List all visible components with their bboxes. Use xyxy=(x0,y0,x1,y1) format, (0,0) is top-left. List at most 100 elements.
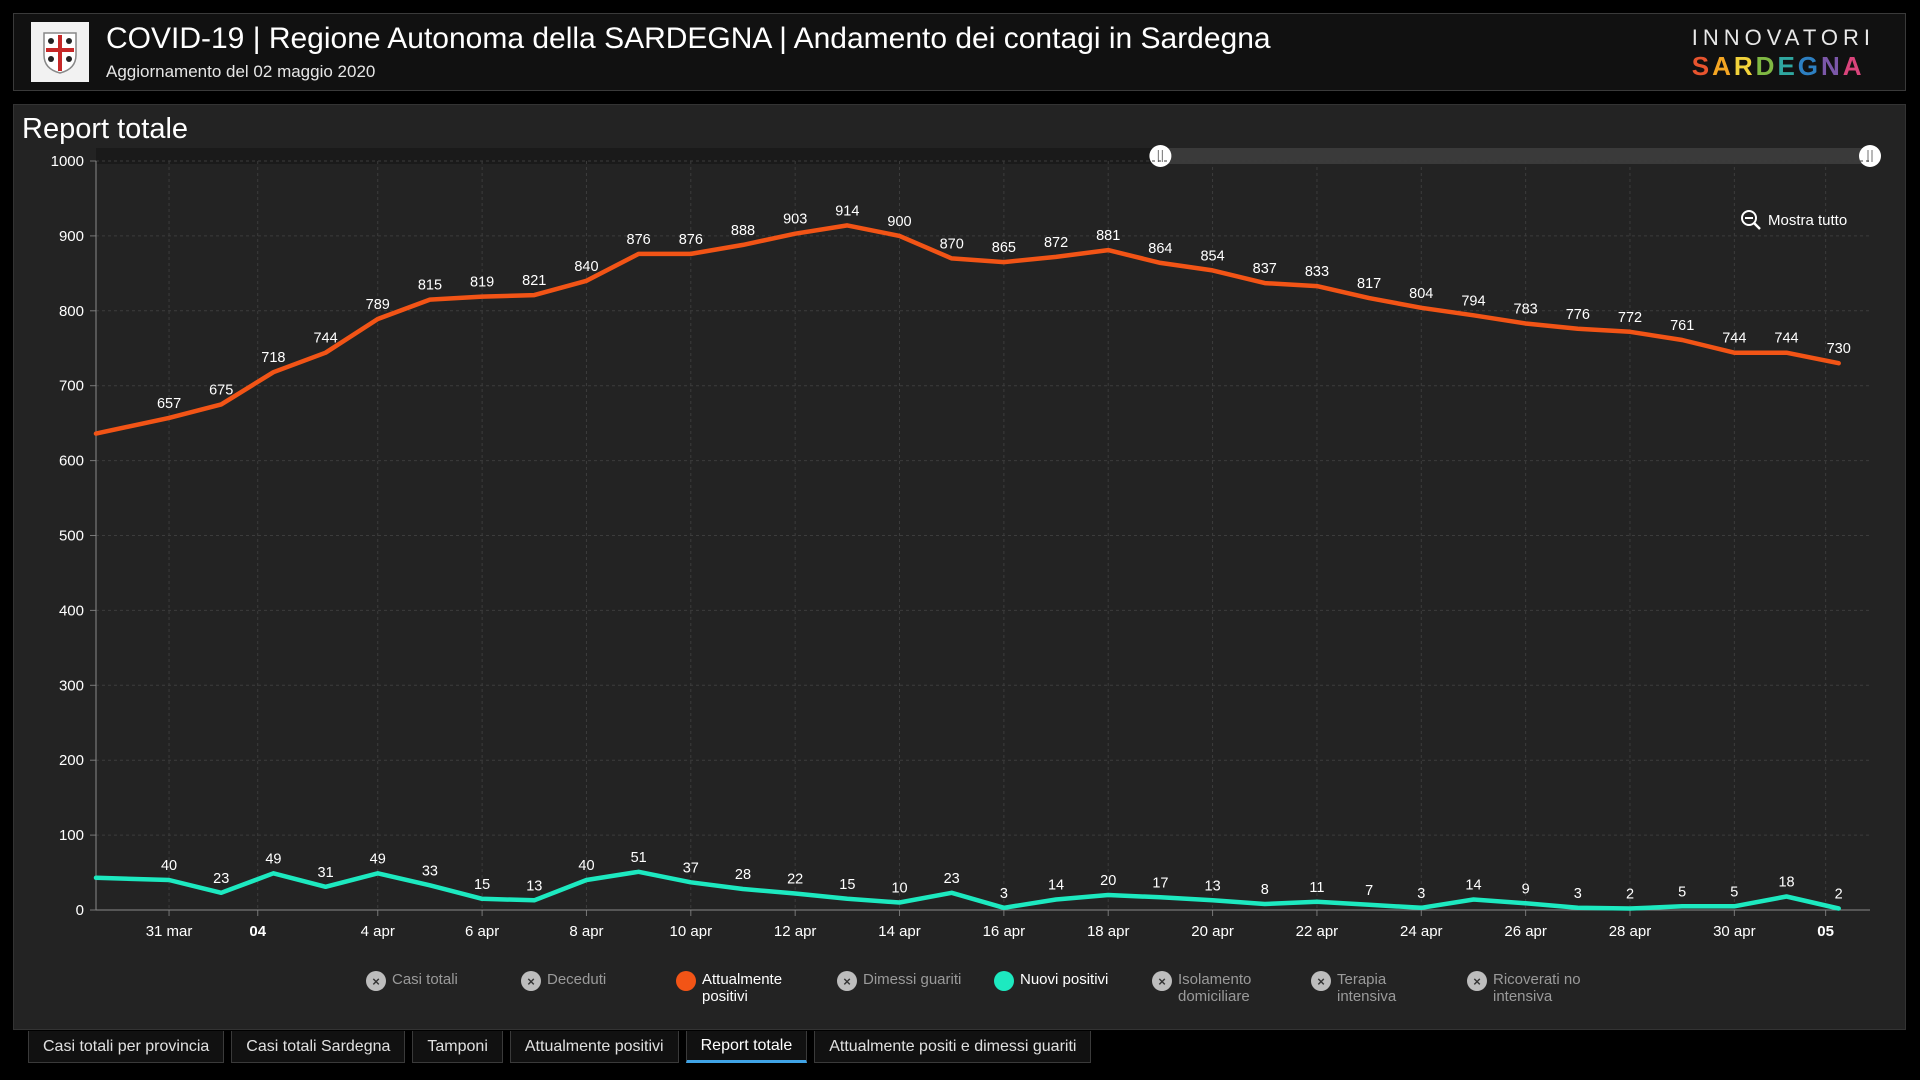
tab[interactable]: Casi totali per provincia xyxy=(28,1031,225,1063)
legend-disabled-icon: × xyxy=(1467,971,1487,991)
data-label: 20 xyxy=(1100,873,1116,889)
legend-label: Casi totali xyxy=(392,971,458,988)
y-tick-label: 800 xyxy=(59,303,84,320)
series-line-attualmente-positivi xyxy=(93,223,1841,436)
data-label: 11 xyxy=(1309,880,1324,896)
legend-disabled-icon: × xyxy=(1311,971,1331,991)
legend-dot-icon xyxy=(994,971,1014,991)
data-label: 13 xyxy=(526,878,542,894)
y-tick-label: 500 xyxy=(59,528,84,545)
data-label: 821 xyxy=(522,273,546,289)
data-label: 14 xyxy=(1048,878,1064,894)
tab[interactable]: Attualmente positivi xyxy=(509,1031,679,1063)
data-label: 3 xyxy=(1000,886,1008,902)
data-label: 10 xyxy=(891,881,907,897)
data-label: 744 xyxy=(1722,331,1746,347)
y-tick-label: 300 xyxy=(59,677,84,694)
data-label: 744 xyxy=(1774,331,1798,347)
update-date: Aggiornamento del 02 maggio 2020 xyxy=(106,62,376,81)
range-slider-start-handle[interactable] xyxy=(1149,145,1172,167)
data-label: 28 xyxy=(735,867,751,883)
x-tick-label: 14 apr xyxy=(878,923,921,940)
data-label: 900 xyxy=(887,214,911,230)
show-all-button[interactable]: Mostra tutto xyxy=(1740,209,1847,231)
x-tick-label: 26 apr xyxy=(1504,923,1547,940)
x-tick-label: 4 apr xyxy=(361,923,395,940)
header-bar: COVID-19 | Regione Autonoma della SARDEG… xyxy=(13,13,1906,91)
data-label: 837 xyxy=(1253,261,1277,277)
data-label: 744 xyxy=(313,331,337,347)
data-label: 761 xyxy=(1670,318,1694,334)
data-label: 7 xyxy=(1365,883,1373,899)
panel-title: Report totale xyxy=(22,113,189,145)
data-label: 776 xyxy=(1566,307,1590,323)
report-tabs: Casi totali per provincia Casi totali Sar… xyxy=(28,1031,1092,1065)
data-label: 31 xyxy=(318,865,334,881)
data-label: 51 xyxy=(631,850,647,866)
data-label: 783 xyxy=(1514,302,1538,318)
data-label: 815 xyxy=(418,278,442,294)
legend-label: Isolamento domiciliare xyxy=(1178,971,1252,1005)
legend-item[interactable]: × Deceduti xyxy=(521,971,657,991)
data-label: 5 xyxy=(1730,884,1738,900)
data-label: 657 xyxy=(157,396,181,412)
y-tick-label: 100 xyxy=(59,827,84,844)
y-tick-label: 400 xyxy=(59,602,84,619)
x-tick-label: 12 apr xyxy=(774,923,817,940)
brand-bottom-text: SARDEGNA xyxy=(1691,51,1865,81)
innovatori-sardegna-logo: INNOVATORI SARDEGNA xyxy=(1692,24,1875,80)
data-label: 14 xyxy=(1465,878,1481,894)
brand-top-text: INNOVATORI xyxy=(1691,25,1875,50)
range-slider-selection xyxy=(1160,148,1870,164)
line-chart: 0 100 200 300 400 500 600 700 800 900 1000 31 mar 04… xyxy=(51,145,1881,940)
legend-item[interactable]: × Terapia intensiva xyxy=(1311,971,1447,1005)
x-tick-label: 22 apr xyxy=(1296,923,1339,940)
legend-item[interactable]: Nuovi positivi xyxy=(994,971,1130,991)
data-label: 49 xyxy=(265,851,281,867)
data-label: 819 xyxy=(470,275,494,291)
data-label: 40 xyxy=(578,858,594,874)
tab[interactable]: Attualmente positi e dimessi guariti xyxy=(814,1031,1092,1063)
tab[interactable]: Casi totali Sardegna xyxy=(231,1031,406,1063)
legend-item[interactable]: × Isolamento domiciliare xyxy=(1152,971,1288,1005)
y-tick-label: 200 xyxy=(59,752,84,769)
data-label: 888 xyxy=(731,223,755,239)
legend-item[interactable]: × Casi totali xyxy=(366,971,502,991)
tab[interactable]: Tamponi xyxy=(412,1031,503,1063)
data-label: 870 xyxy=(940,236,964,252)
legend-label: Nuovi positivi xyxy=(1020,971,1109,988)
data-label: 5 xyxy=(1678,884,1686,900)
data-label: 23 xyxy=(944,871,960,887)
chart-panel: Report totale 0 100 200 300 400 500 600 700 800 9… xyxy=(13,104,1906,1030)
data-label: 876 xyxy=(627,232,651,248)
data-label: 865 xyxy=(992,240,1016,256)
data-label: 9 xyxy=(1522,881,1530,897)
legend-item[interactable]: × Dimessi guariti xyxy=(837,971,973,991)
data-label: 3 xyxy=(1417,886,1425,902)
x-tick-label: 18 apr xyxy=(1087,923,1130,940)
legend-disabled-icon: × xyxy=(1152,971,1172,991)
data-label: 40 xyxy=(161,858,177,874)
data-label: 794 xyxy=(1461,293,1485,309)
data-label: 17 xyxy=(1152,875,1168,891)
y-tick-label: 600 xyxy=(59,453,84,470)
data-label: 789 xyxy=(366,297,390,313)
x-tick-label: 8 apr xyxy=(569,923,603,940)
tab[interactable]: Report totale xyxy=(685,1031,808,1063)
legend-label: Ricoverati no intensiva xyxy=(1493,971,1581,1005)
legend-disabled-icon: × xyxy=(366,971,386,991)
x-tick-label: 05 xyxy=(1817,923,1834,940)
x-tick-label: 30 apr xyxy=(1713,923,1756,940)
data-label: 675 xyxy=(209,382,233,398)
legend-item[interactable]: × Ricoverati no intensiva xyxy=(1467,971,1603,1005)
series-line-nuovi-positivi xyxy=(93,869,1841,911)
data-label: 881 xyxy=(1096,228,1120,244)
range-slider-end-handle[interactable] xyxy=(1859,145,1881,167)
page-title: COVID-19 | Regione Autonoma della SARDEG… xyxy=(106,22,1271,55)
data-label: 804 xyxy=(1409,286,1433,302)
x-tick-label: 28 apr xyxy=(1609,923,1652,940)
legend-item[interactable]: Attualmente positivi xyxy=(676,971,812,1005)
zoom-out-icon xyxy=(1741,210,1761,230)
y-tick-label: 700 xyxy=(59,378,84,395)
x-tick-label: 24 apr xyxy=(1400,923,1443,940)
